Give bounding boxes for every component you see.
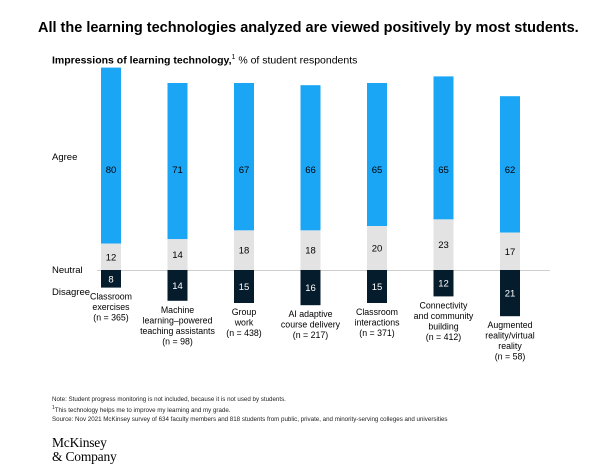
value-label-neutral: 23: [438, 240, 449, 251]
value-label-agree: 66: [305, 165, 316, 176]
category-label: Classroom: [356, 307, 398, 317]
subtitle-unit: % of student respondents: [235, 54, 358, 67]
value-label-neutral: 18: [305, 246, 316, 257]
chart-subtitle: Impressions of learning technology,1 % o…: [52, 54, 357, 67]
value-label-agree: 80: [106, 165, 117, 176]
category-label: teaching assistants: [140, 326, 215, 336]
value-label-disagree: 14: [172, 281, 183, 292]
chart-headline: All the learning technologies analyzed a…: [38, 20, 579, 36]
chart-notes: Note: Student progress monitoring is not…: [52, 395, 448, 424]
row-label-neutral: Neutral: [52, 265, 83, 276]
category-label: (n = 371): [359, 328, 395, 338]
bar-neutral: [234, 230, 254, 270]
category-label: Augmented: [488, 320, 533, 330]
bar-agree: [300, 85, 321, 231]
value-label-disagree: 16: [305, 283, 316, 294]
stacked-bar-chart: AgreeNeutralDisagree80128Classroomexerci…: [52, 67, 550, 362]
category-label: reality: [498, 341, 522, 351]
bar-neutral: [433, 219, 454, 270]
category-label: (n = 365): [93, 313, 129, 323]
value-label-neutral: 20: [372, 244, 383, 255]
bar-agree: [367, 83, 387, 226]
logo-line-1: McKinsey: [52, 435, 107, 450]
logo-line-2: & Company: [52, 449, 117, 464]
value-label-neutral: 17: [505, 247, 516, 258]
value-label-disagree: 15: [372, 282, 383, 293]
row-label-disagree: Disagree: [52, 287, 90, 298]
category-label: AI adaptive: [288, 309, 332, 319]
category-label: (n = 438): [226, 328, 262, 338]
bar-disagree: [167, 270, 188, 301]
subtitle-bold: Impressions of learning technology,: [52, 54, 232, 67]
bar-disagree: [500, 270, 520, 317]
category-label: building: [428, 321, 458, 331]
bar-agree: [101, 67, 121, 244]
mckinsey-logo: McKinsey & Company: [52, 436, 117, 464]
value-label-agree: 62: [505, 165, 516, 176]
row-label-agree: Agree: [52, 152, 77, 163]
category-label: (n = 58): [495, 352, 526, 362]
value-label-agree: 67: [239, 165, 250, 176]
bar-disagree: [234, 270, 254, 303]
value-label-neutral: 18: [239, 246, 250, 257]
bar-disagree: [300, 270, 321, 306]
note-text: Note: Student progress monitoring is not…: [52, 396, 286, 403]
category-label: Classroom: [90, 292, 132, 302]
subtitle-footnote-mark: 1: [231, 54, 236, 61]
bar-disagree: [433, 270, 454, 297]
footnote-mark: 1: [52, 405, 55, 411]
category-label: interactions: [355, 318, 401, 328]
bar-neutral: [300, 230, 321, 270]
category-label: (n = 217): [293, 330, 329, 340]
category-label: work: [234, 318, 254, 328]
category-label: Group: [232, 307, 257, 317]
value-label-disagree: 15: [239, 282, 250, 293]
bar-disagree: [101, 270, 121, 288]
bar-agree: [500, 96, 520, 233]
category-label: Machine: [161, 305, 194, 315]
bar-agree: [234, 83, 254, 231]
value-label-disagree: 21: [505, 289, 516, 300]
category-label: learning–powered: [143, 315, 213, 325]
value-label-neutral: 12: [106, 252, 117, 263]
value-label-disagree: 12: [438, 279, 449, 290]
footnote-text: 1This technology helps me to improve my …: [52, 404, 448, 415]
bar-agree: [433, 76, 454, 220]
category-label: course delivery: [281, 320, 341, 330]
bar-disagree: [367, 270, 387, 303]
footnote-body: This technology helps me to improve my l…: [54, 407, 231, 415]
bar-neutral: [101, 243, 121, 270]
source-text: Source: Nov 2021 McKinsey survey of 634 …: [52, 416, 448, 424]
category-label: (n = 412): [426, 332, 462, 342]
bar-neutral: [167, 239, 188, 270]
bar-neutral: [367, 226, 387, 270]
value-label-neutral: 14: [172, 250, 183, 261]
category-label: and community: [414, 311, 474, 321]
value-label-agree: 71: [172, 165, 183, 176]
category-label: reality/virtual: [485, 331, 534, 341]
value-label-agree: 65: [438, 165, 449, 176]
category-label: exercises: [92, 302, 130, 312]
value-label-disagree: 8: [108, 274, 113, 285]
category-label: (n = 98): [162, 336, 193, 346]
value-label-agree: 65: [372, 165, 383, 176]
bar-agree: [167, 83, 188, 240]
bar-neutral: [500, 232, 520, 270]
category-label: Connectivity: [420, 300, 469, 310]
